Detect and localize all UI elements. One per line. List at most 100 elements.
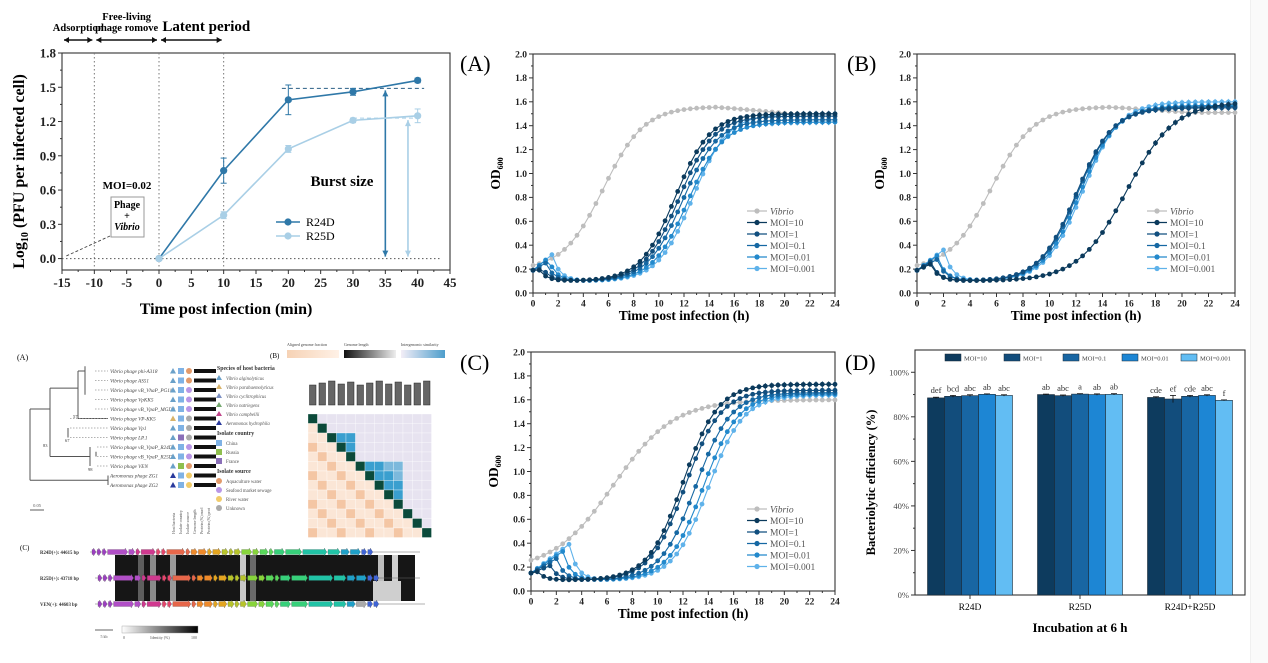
heatmap-scale-bar [287, 350, 339, 358]
column-label: Protein (%) prot [206, 507, 211, 534]
data-point [1073, 192, 1079, 197]
data-point [549, 264, 555, 270]
x-tick-label: 2 [556, 300, 561, 310]
data-point [681, 107, 687, 112]
y-tick-label: 2.0 [513, 348, 525, 358]
gene-arrow [166, 547, 185, 557]
heatmap-cell [326, 518, 337, 529]
legend-label: MOI=0.001 [770, 563, 815, 573]
heatmap-cell [326, 461, 337, 472]
data-point [625, 142, 630, 148]
data-point [1073, 107, 1079, 112]
data-point [776, 111, 781, 117]
heatmap-cell [355, 480, 366, 491]
heatmap-cell [355, 518, 366, 529]
scale-bar-label: 0.05 [33, 503, 42, 508]
data-point [528, 557, 534, 563]
heatmap-cell [374, 508, 385, 519]
box-plus: + [124, 211, 130, 222]
data-point [1080, 253, 1085, 259]
host-species-icon [170, 406, 176, 412]
data-point [598, 500, 604, 506]
country-icon [178, 463, 184, 469]
legend-item: Vibrio cyclitrophicus [226, 395, 266, 400]
tree-leaf-label: Vibrio phage VpKK5 [110, 398, 154, 404]
host-species-icon [170, 368, 176, 374]
synteny-scale-label: 5 kb [101, 634, 108, 639]
data-point-r25d [155, 254, 163, 263]
heatmap-cell [326, 489, 337, 500]
data-point [719, 126, 725, 132]
heatmap-cell [402, 508, 413, 519]
data-point [994, 175, 999, 181]
x-tick-label: R25D [1069, 603, 1092, 613]
data-point [826, 397, 832, 403]
data-point [650, 263, 655, 269]
x-tick-label: 24 [1230, 300, 1240, 310]
legend-marker [754, 552, 760, 558]
data-point [980, 278, 986, 283]
data-point [642, 571, 648, 577]
data-point [941, 268, 946, 274]
gene-arrow [259, 547, 269, 557]
data-point-r24d [414, 76, 422, 85]
tree-branch [49, 387, 90, 457]
legend-square-icon [216, 458, 222, 464]
heatmap-scale-title: Genome length [344, 342, 369, 347]
data-point [1206, 110, 1211, 115]
data-point [1166, 125, 1172, 131]
data-point [725, 134, 731, 139]
genome-length-column [328, 380, 336, 406]
legend-marker [754, 242, 760, 249]
heatmap-scale-bar [401, 350, 445, 358]
genome-length-column [423, 380, 431, 406]
data-point [813, 388, 819, 393]
gene-arrow [229, 547, 234, 557]
heatmap-cell [317, 489, 328, 500]
data-point [528, 570, 534, 576]
tree-leaf-label: Vibrio phage VP-KK5 [110, 417, 156, 423]
data-point [921, 264, 926, 270]
data-point [987, 278, 993, 283]
data-point [655, 429, 661, 435]
data-point [650, 260, 655, 265]
data-point [650, 117, 655, 123]
heatmap-cell [317, 451, 328, 462]
data-point [731, 428, 737, 433]
data-point [763, 112, 769, 118]
heatmap-cell [345, 461, 356, 472]
y-tick-label: 1.5 [40, 80, 57, 95]
heatmap-cell [355, 499, 366, 510]
heatmap-cell [364, 451, 375, 462]
data-point [724, 404, 730, 409]
data-point [625, 268, 630, 274]
country-icon [178, 425, 184, 431]
data-point [655, 540, 661, 546]
data-point [1126, 184, 1132, 189]
heatmap-cell [383, 470, 394, 481]
gene-arrow [141, 547, 156, 557]
data-point [1093, 149, 1099, 155]
data-point [547, 576, 553, 581]
data-point [737, 396, 743, 401]
data-point [1093, 239, 1099, 245]
data-point [775, 388, 781, 394]
data-point [648, 554, 654, 559]
heatmap-cell [402, 527, 413, 538]
gene-arrow [280, 573, 291, 583]
significance-letter: bcd [947, 383, 960, 393]
data-point [629, 567, 635, 573]
data-point [642, 557, 648, 563]
gene-arrow [167, 599, 172, 609]
data-point [763, 118, 769, 124]
data-point [1100, 138, 1105, 144]
data-point [549, 252, 555, 258]
heatmap-cell [364, 423, 375, 434]
data-point [1053, 234, 1059, 240]
data-point [1000, 163, 1006, 169]
data-point [694, 105, 699, 111]
gene-arrow [191, 573, 197, 583]
heatmap-cell [364, 480, 375, 491]
data-point [674, 416, 680, 421]
data-point [1060, 221, 1066, 227]
